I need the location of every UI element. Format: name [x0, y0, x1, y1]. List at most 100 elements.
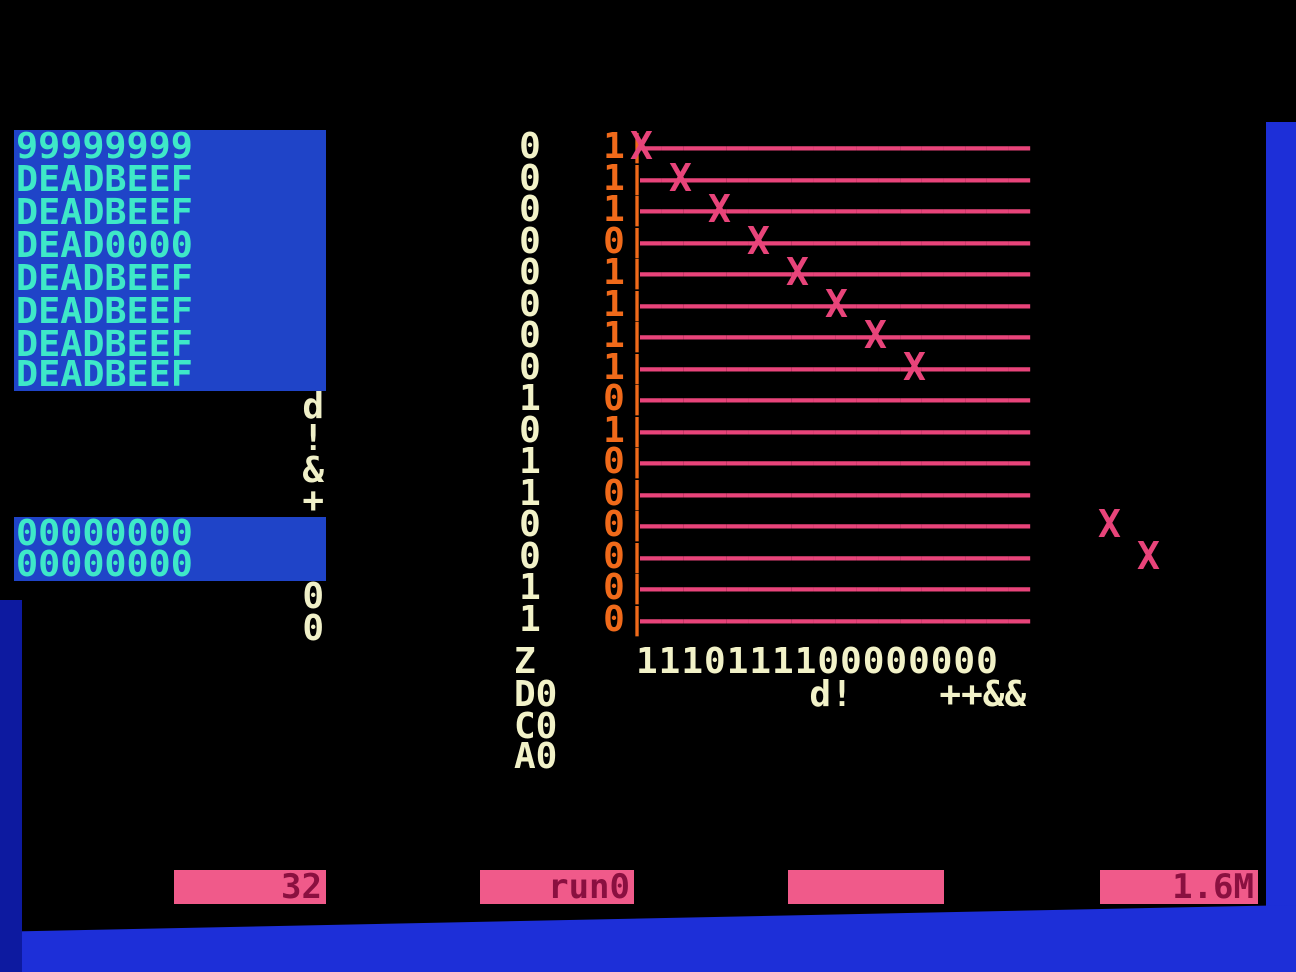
matrix-separator: | — [628, 476, 647, 511]
register-value: DEADBEEF — [16, 291, 193, 332]
crossbar-x-mark: X — [630, 124, 653, 168]
matrix-separator: | — [628, 318, 647, 353]
matrix-row-line: —————————————————— — [640, 158, 1031, 199]
matrix-row-line: —————————————————— — [640, 599, 1031, 640]
bit-column-a-cell: 0 — [519, 315, 541, 356]
register-flag: + — [302, 480, 324, 521]
bit-string: 1110111100000000 — [636, 641, 999, 682]
monitor-bezel-right — [1266, 122, 1296, 912]
register-value: DEADBEEF — [16, 192, 193, 233]
bit-column-b-cell: 1 — [603, 126, 625, 167]
matrix-row-line: —————————————————— — [640, 441, 1031, 482]
register-flag: & — [302, 450, 324, 491]
register-row: DEADBEEF — [14, 192, 326, 233]
matrix-separator: | — [628, 255, 647, 290]
bit-column-a-cell: 0 — [519, 536, 541, 577]
bit-column-b-cell: 0 — [603, 536, 625, 577]
crossbar-x-mark: X — [747, 219, 770, 263]
bit-column-a-cell: 1 — [519, 599, 541, 640]
bit-column-a-cell: 0 — [519, 126, 541, 167]
status-count: 32 — [174, 870, 326, 904]
matrix-separator: | — [628, 602, 647, 637]
matrix-separator: | — [628, 413, 647, 448]
matrix-separator: | — [628, 381, 647, 416]
monitor-bezel-bottom — [0, 905, 1296, 972]
register-row: 99999999 — [14, 126, 326, 167]
matrix-row-line: —————————————————— — [640, 567, 1031, 608]
status-mode: run0 — [480, 870, 634, 904]
matrix-separator: | — [628, 507, 647, 542]
bit-column-a-cell: 0 — [519, 221, 541, 262]
matrix-separator: | — [628, 570, 647, 605]
bit-marks: d! ++&& — [636, 674, 1027, 715]
bit-column-a-cell: 1 — [519, 378, 541, 419]
status-speed: 1.6M — [1100, 870, 1258, 904]
bit-column-b-cell: 1 — [603, 410, 625, 451]
register-flag: ! — [302, 418, 324, 459]
register-value: 00000000 — [16, 513, 193, 554]
matrix-row-line: —————————————————— — [640, 284, 1031, 325]
crossbar-x-mark: X — [669, 156, 692, 200]
register-row: 00000000 — [14, 513, 326, 554]
register-value: DEADBEEF — [16, 258, 193, 299]
register-value: 99999999 — [16, 126, 193, 167]
matrix-separator: | — [628, 192, 647, 227]
register-tail: 0 — [302, 608, 324, 649]
flag-z: Z — [514, 641, 536, 682]
bit-column-a-cell: 1 — [519, 441, 541, 482]
matrix-row-line: —————————————————— — [640, 410, 1031, 451]
register-value: DEADBEEF — [16, 354, 193, 395]
bit-column-a-cell: 0 — [519, 284, 541, 325]
register-row: DEADBEEF — [14, 354, 326, 395]
flag-d: D0 — [514, 674, 558, 715]
bit-column-b-cell: 0 — [603, 599, 625, 640]
bit-column-a-cell: 0 — [519, 410, 541, 451]
bit-column-b-cell: 1 — [603, 252, 625, 293]
bit-column-b-cell: 0 — [603, 473, 625, 514]
bit-column-a-cell: 0 — [519, 158, 541, 199]
register-row: DEAD0000 — [14, 228, 326, 264]
register-row: 00000000 — [14, 544, 326, 585]
matrix-row-line: —————————————————— — [640, 315, 1031, 356]
matrix-row-line: —————————————————— — [640, 504, 1031, 545]
matrix-row-line: —————————————————— — [640, 252, 1031, 293]
matrix-separator: | — [628, 350, 647, 385]
matrix-separator: | — [628, 539, 647, 574]
bit-column-a-cell: 1 — [519, 567, 541, 608]
matrix-separator: | — [628, 444, 647, 479]
flag-c: C0 — [514, 706, 558, 747]
bit-column-a-cell: 0 — [519, 504, 541, 545]
bit-column-b-cell: 0 — [603, 221, 625, 262]
matrix-row-line: —————————————————— — [640, 347, 1031, 388]
bit-column-a-cell: 0 — [519, 252, 541, 293]
bit-column-b-cell: 1 — [603, 158, 625, 199]
crossbar-x-mark: X — [864, 313, 887, 357]
register-value: 00000000 — [16, 544, 193, 585]
bit-column-b-cell: 0 — [603, 441, 625, 482]
bit-column-b-cell: 0 — [603, 504, 625, 545]
matrix-row-line: —————————————————— — [640, 473, 1031, 514]
monitor-bezel-left — [0, 600, 22, 972]
matrix-row-line: —————————————————— — [640, 221, 1031, 262]
bit-column-b-cell: 1 — [603, 315, 625, 356]
status-blank — [788, 870, 944, 904]
register-row: DEADBEEF — [14, 258, 326, 299]
matrix-row-line: —————————————————— — [640, 536, 1031, 577]
bit-column-b-cell: 1 — [603, 284, 625, 325]
register-tail: 0 — [302, 576, 324, 617]
crossbar-x-mark: X — [1137, 534, 1160, 578]
register-flag: d — [302, 386, 324, 427]
matrix-separator: | — [628, 224, 647, 259]
matrix-row-line: —————————————————— — [640, 378, 1031, 419]
matrix-row-line: —————————————————— — [640, 189, 1031, 230]
bit-column-a-cell: 0 — [519, 189, 541, 230]
crossbar-x-mark: X — [903, 345, 926, 389]
flag-a: A0 — [514, 736, 558, 777]
crossbar-x-mark: X — [708, 187, 731, 231]
matrix-row-line: —————————————————— — [640, 126, 1031, 167]
bit-column-a-cell: 1 — [519, 473, 541, 514]
bit-column-a-cell: 0 — [519, 347, 541, 388]
bit-column-b-cell: 1 — [603, 189, 625, 230]
register-value: DEADBEEF — [16, 159, 193, 200]
